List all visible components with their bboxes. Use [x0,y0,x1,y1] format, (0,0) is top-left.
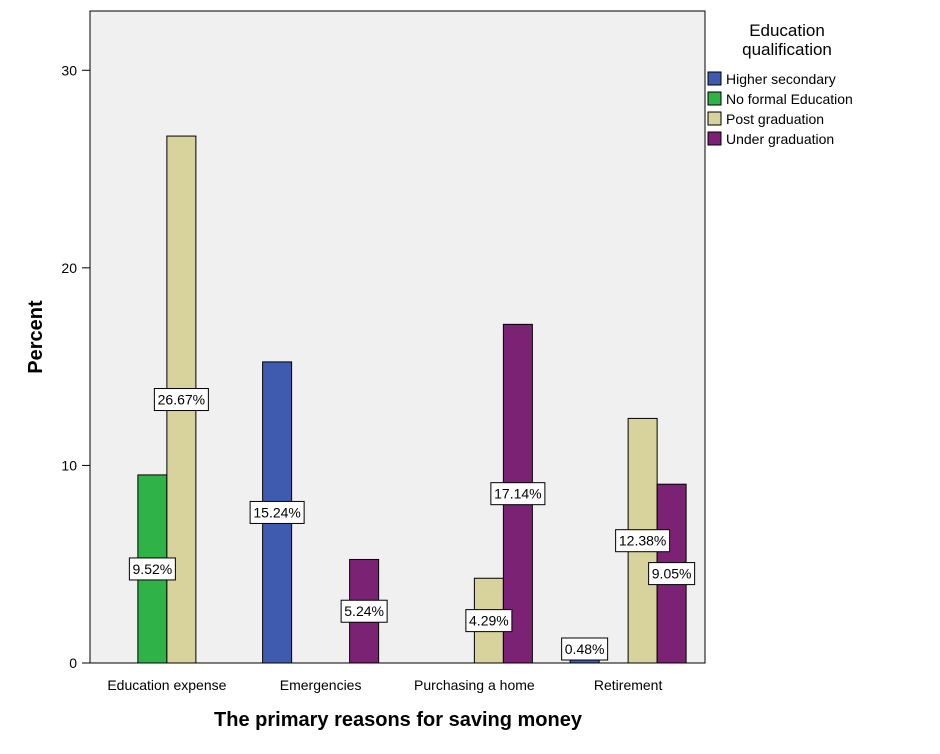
data-label-under-graduation-emergencies-text: 5.24% [344,603,384,619]
data-label-under-graduation-purchasing-a-home-text: 17.14% [494,486,541,502]
y-tick-label-0: 0 [69,655,77,671]
legend-title-line-1: Education [749,21,825,40]
data-label-higher-secondary-emergencies-text: 15.24% [253,504,300,520]
data-label-higher-secondary-retirement-text: 0.48% [565,641,605,657]
data-label-post-graduation-purchasing-a-home-text: 4.29% [469,613,509,629]
legend-swatch-no-formal-education [707,91,722,106]
data-label-post-graduation-retirement: 12.38% [615,529,671,553]
legend-swatch-under-graduation [707,131,722,146]
data-label-higher-secondary-emergencies: 15.24% [249,500,305,524]
legend-title-line-2: qualification [742,40,832,59]
data-label-under-graduation-retirement-text: 9.05% [652,566,692,582]
x-tick-label-emergencies: Emergencies [280,677,362,693]
data-label-post-graduation-purchasing-a-home-box [465,609,513,633]
data-label-under-graduation-purchasing-a-home: 17.14% [490,482,546,506]
legend-swatch-post-graduation [707,111,722,126]
data-label-higher-secondary-retirement-box [561,637,609,661]
legend-label-no-formal-education: No formal Education [726,91,853,107]
data-label-post-graduation-purchasing-a-home: 4.29% [465,609,513,633]
data-label-no-formal-education-education-expense-text: 9.52% [133,561,173,577]
chart-marks: 15.24% 0.48% 9.52% 26.67% 4.29% 12.38% 5.24% 17… [128,135,696,664]
data-label-post-graduation-education-expense: 26.67% [153,388,209,412]
data-label-higher-secondary-retirement: 0.48% [561,637,609,661]
x-tick-label-purchasing-a-home: Purchasing a home [414,677,535,693]
y-tick-label-10: 10 [61,457,77,473]
y-axis-ticks: 0 10 20 30 [61,62,90,671]
data-label-under-graduation-retirement-box [648,562,696,586]
legend-label-under-graduation: Under graduation [726,131,834,147]
legend-label-higher-secondary: Higher secondary [726,71,836,87]
data-label-higher-secondary-emergencies-box [249,500,305,524]
data-label-post-graduation-education-expense-text: 26.67% [158,392,205,408]
x-tick-label-retirement: Retirement [594,677,663,693]
legend-swatch-higher-secondary [707,71,722,86]
data-label-post-graduation-education-expense-box [153,388,209,412]
data-label-under-graduation-emergencies: 5.24% [340,599,388,623]
data-label-under-graduation-retirement: 9.05% [648,562,696,586]
y-tick-label-20: 20 [61,260,77,276]
x-axis-title: The primary reasons for saving money [214,709,583,731]
data-label-under-graduation-emergencies-box [340,599,388,623]
x-axis-tick-labels: Education expense Emergencies Purchasing a… [107,677,662,693]
x-tick-label-education-expense: Education expense [107,677,226,693]
data-label-no-formal-education-education-expense-box [128,557,176,581]
y-tick-label-30: 30 [61,62,77,78]
data-label-no-formal-education-education-expense: 9.52% [128,557,176,581]
data-label-under-graduation-purchasing-a-home-box [490,482,546,506]
legend-label-post-graduation: Post graduation [726,111,824,127]
y-axis-title: Percent [25,300,47,374]
data-label-post-graduation-retirement-text: 12.38% [619,533,666,549]
data-label-post-graduation-retirement-box [615,529,671,553]
